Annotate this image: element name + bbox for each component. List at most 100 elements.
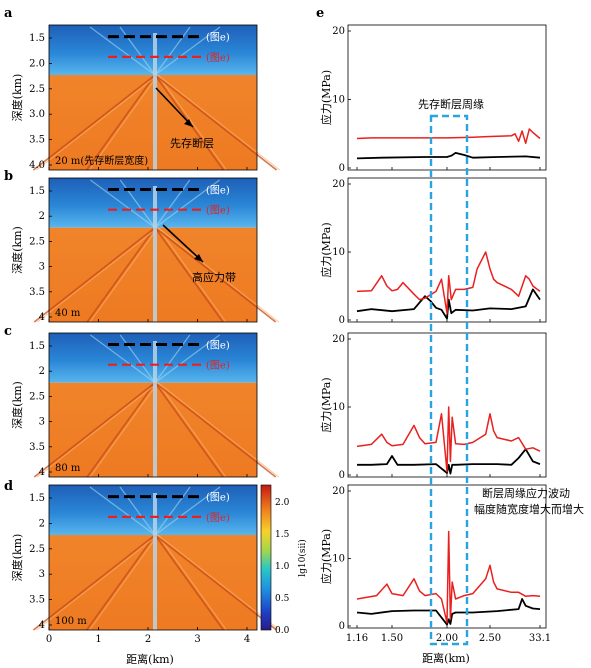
y-axis-label: 深度(km)	[10, 74, 24, 122]
high-stress-label: 高应力带	[192, 270, 236, 284]
wavefront	[85, 534, 156, 631]
fault-width-label: 80 m	[55, 463, 81, 474]
y-tick: 2	[39, 366, 45, 377]
panel-letter-d: d	[4, 479, 13, 494]
wavefront	[33, 227, 156, 323]
x-tick: 1.16	[346, 633, 368, 644]
y-tick: 2.5	[29, 391, 45, 402]
y-tick: 3	[39, 569, 45, 580]
colorbar-tick: 2.0	[275, 498, 290, 508]
black-line-label: (图e)	[206, 185, 230, 197]
black-line-label: (图e)	[206, 340, 230, 352]
panel-letter-c: c	[4, 324, 12, 339]
y-axis-label: 深度(km)	[10, 534, 24, 582]
wavefront	[157, 534, 227, 631]
y-tick: 1.5	[29, 33, 45, 44]
y-tick: 3.5	[29, 595, 45, 606]
y-axis-label: 应力(MPa)	[319, 70, 333, 125]
y-tick: 2	[39, 518, 45, 529]
left-x-axis: 0 1 2 3 4 距离(km)	[46, 634, 250, 666]
stress-chart: 0 10 20 应力(MPa)	[319, 484, 547, 632]
panel-frame	[48, 177, 258, 323]
y-tick: 3	[39, 262, 45, 273]
wavefront	[33, 382, 156, 478]
y-tick: 4	[39, 467, 45, 478]
red-line-label: (图e)	[206, 52, 230, 64]
stress-charts: 0 10 20 应力(MPa) 0 10 20 应力(MPa) 0 10 20 应力(MPa) 0 10 2…	[319, 24, 547, 632]
wavefront	[157, 74, 280, 171]
wavefront	[85, 74, 156, 171]
colorbar-tick: 1.5	[275, 530, 290, 540]
panel-frame	[48, 24, 258, 171]
red-line-label: (图e)	[206, 360, 230, 372]
y-axis-label: 深度(km)	[10, 226, 24, 274]
x-tick: 2.50	[479, 633, 501, 644]
wavefront	[119, 179, 156, 229]
wavefront	[154, 227, 277, 323]
note-line-1: 断层周缘应力波动	[482, 486, 570, 500]
black-line-label: (图e)	[206, 492, 230, 504]
wavefront	[154, 26, 221, 76]
y-tick: 4	[39, 312, 45, 323]
fault-vicinity-box	[429, 114, 469, 646]
stress-chart: 0 10 20 应力(MPa)	[319, 332, 547, 481]
x-tick: 0	[46, 634, 52, 645]
fault-strip	[153, 493, 157, 630]
wavefront	[32, 534, 156, 631]
fault-width-label: 100 m	[55, 616, 87, 627]
y-tick: 10	[332, 554, 345, 565]
panel-letter-b: b	[4, 169, 13, 184]
wavefront	[154, 74, 278, 171]
black-series-line	[357, 448, 541, 475]
colorbar: 0.0 0.5 1.0 1.5 2.0 lg10(sii)	[260, 484, 308, 636]
y-tick: 0	[339, 621, 345, 632]
y-axis-label: 应力(MPa)	[319, 222, 333, 277]
wavefront	[154, 179, 191, 229]
wavefront	[32, 74, 156, 171]
red-series-line	[356, 251, 541, 314]
wavefront	[154, 382, 277, 478]
y-tick: 3.5	[29, 135, 45, 146]
red-line-label: (图e)	[206, 512, 230, 524]
panel-frame	[48, 332, 258, 478]
y-tick: 10	[332, 402, 345, 413]
y-tick: 0	[339, 470, 345, 481]
wavefront	[154, 334, 191, 384]
y-axis-label: 应力(MPa)	[319, 377, 333, 432]
y-tick: 2.5	[29, 236, 45, 247]
y-tick: 10	[332, 95, 345, 106]
x-tick: 1	[95, 634, 101, 645]
y-tick: 3.5	[29, 442, 45, 453]
fault-width-label: 20 m(先存断层宽度)	[55, 154, 148, 167]
fault-label: 先存断层	[170, 136, 214, 150]
high-stress-annotation: 高应力带	[162, 224, 236, 284]
y-tick: 0	[339, 163, 345, 174]
x-axis-label: 距离(km)	[126, 652, 174, 666]
x-tick: 2	[145, 634, 151, 645]
wavefront	[36, 74, 159, 171]
wavefront	[89, 534, 159, 631]
y-tick: 20	[332, 334, 345, 345]
red-series-line	[356, 128, 541, 145]
wavefront	[157, 227, 280, 323]
colorbar-tick: 0.5	[275, 594, 290, 604]
y-tick: 4	[39, 620, 45, 631]
wavefront	[154, 227, 224, 323]
wavefield-panel: (图e) (图e) 1.5 2 2.5 3 3.5 4 深度(km) 100 m	[10, 484, 280, 631]
wavefront	[36, 382, 159, 478]
stress-chart: 0 10 20 应力(MPa)	[319, 177, 547, 326]
wavefield-panel: (图e) (图e) 1.5 2.0 2.5 3.0 3.5 4.0 深度(km) 20 m(先存断…	[10, 24, 280, 171]
x-tick: 4	[244, 634, 250, 645]
wavefront	[36, 534, 159, 631]
wavefront	[119, 26, 156, 76]
y-tick: 20	[332, 179, 345, 190]
x-tick: 33.1	[529, 633, 551, 644]
wavefront	[157, 382, 280, 478]
y-tick: 10	[332, 247, 345, 258]
y-axis-label: 深度(km)	[10, 381, 24, 429]
panel-letter-a: a	[4, 6, 13, 21]
wavefield-panel: (图e) (图e) 1.5 2 2.5 3 3.5 4 深度(km) 80 m	[10, 332, 280, 478]
note-line-2: 幅度随宽度增大而增大	[474, 502, 584, 516]
wavefront	[90, 179, 156, 229]
x-tick: 2.00	[436, 633, 458, 644]
